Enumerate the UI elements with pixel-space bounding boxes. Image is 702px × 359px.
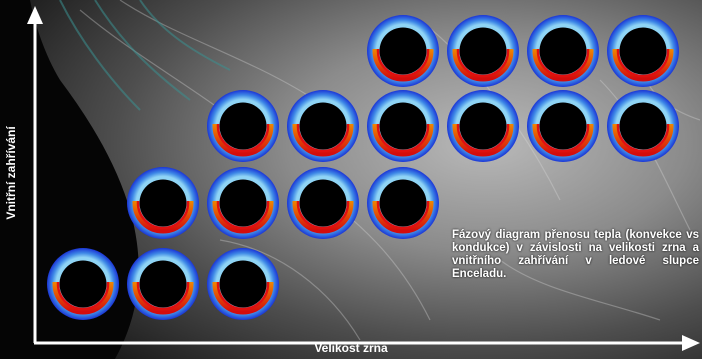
shell-cross-section: [127, 248, 199, 320]
warm-convection-zone: [212, 201, 274, 234]
warm-convection-zone: [132, 282, 194, 315]
shell-cross-section: [527, 15, 599, 87]
ocean-interior: [59, 260, 107, 308]
enceladus-surface: [30, 0, 702, 359]
hot-core-zone: [296, 201, 350, 230]
ocean-interior: [459, 27, 507, 75]
hot-core-zone: [136, 282, 190, 311]
ocean-interior: [139, 260, 187, 308]
ocean-interior: [379, 102, 427, 150]
warm-convection-zone: [292, 201, 354, 234]
ocean-interior: [299, 102, 347, 150]
ocean-interior: [539, 102, 587, 150]
warm-convection-zone: [532, 124, 594, 157]
hot-core-zone: [616, 124, 670, 153]
hot-core-zone: [376, 201, 430, 230]
warm-convection-zone: [372, 124, 434, 157]
shell-cross-section: [47, 248, 119, 320]
hot-core-zone: [616, 49, 670, 78]
shell-cross-section: [367, 90, 439, 162]
warm-convection-zone: [212, 124, 274, 157]
hot-core-zone: [216, 282, 270, 311]
warm-convection-zone: [612, 124, 674, 157]
hot-core-zone: [456, 124, 510, 153]
shell-cross-section: [207, 90, 279, 162]
y-axis: [27, 6, 43, 343]
shell-cross-section: [287, 167, 359, 239]
y-axis-arrowhead: [27, 6, 43, 24]
shell-cross-section: [127, 167, 199, 239]
warm-convection-zone: [292, 124, 354, 157]
hot-core-zone: [536, 49, 590, 78]
shell-cross-section: [287, 90, 359, 162]
shell-cross-section: [527, 90, 599, 162]
warm-convection-zone: [372, 201, 434, 234]
hot-core-zone: [216, 201, 270, 230]
shell-cross-section: [367, 167, 439, 239]
hot-core-zone: [536, 124, 590, 153]
hot-core-zone: [136, 201, 190, 230]
warm-convection-zone: [132, 201, 194, 234]
shell-cross-section: [607, 15, 679, 87]
hot-core-zone: [456, 49, 510, 78]
hot-core-zone: [376, 124, 430, 153]
warm-convection-zone: [52, 282, 114, 315]
x-axis: [34, 335, 700, 351]
ocean-interior: [139, 179, 187, 227]
hot-core-zone: [56, 282, 110, 311]
shell-cross-section: [367, 15, 439, 87]
ocean-interior: [459, 102, 507, 150]
ocean-interior: [379, 27, 427, 75]
warm-convection-zone: [212, 282, 274, 315]
ocean-interior: [619, 27, 667, 75]
shell-cross-section: [607, 90, 679, 162]
warm-convection-zone: [452, 124, 514, 157]
ocean-interior: [219, 102, 267, 150]
shell-grid: [47, 15, 679, 320]
warm-convection-zone: [532, 49, 594, 82]
x-axis-arrowhead: [682, 335, 700, 351]
shell-cross-section: [447, 15, 519, 87]
tiger-stripes: [59, 0, 231, 111]
shell-cross-section: [207, 248, 279, 320]
warm-convection-zone: [452, 49, 514, 82]
ocean-interior: [219, 260, 267, 308]
hot-core-zone: [376, 49, 430, 78]
ocean-interior: [379, 179, 427, 227]
ocean-interior: [219, 179, 267, 227]
hot-core-zone: [296, 124, 350, 153]
shell-cross-section: [447, 90, 519, 162]
x-axis-label: Velikost zrna: [314, 341, 388, 355]
shell-cross-section: [207, 167, 279, 239]
warm-convection-zone: [612, 49, 674, 82]
ocean-interior: [539, 27, 587, 75]
hot-core-zone: [216, 124, 270, 153]
warm-convection-zone: [372, 49, 434, 82]
y-axis-label: Vnitřní zahřívání: [4, 126, 18, 220]
ocean-interior: [619, 102, 667, 150]
diagram-caption: Fázový diagram přenosu tepla (konvekce v…: [452, 229, 699, 280]
ocean-interior: [299, 179, 347, 227]
